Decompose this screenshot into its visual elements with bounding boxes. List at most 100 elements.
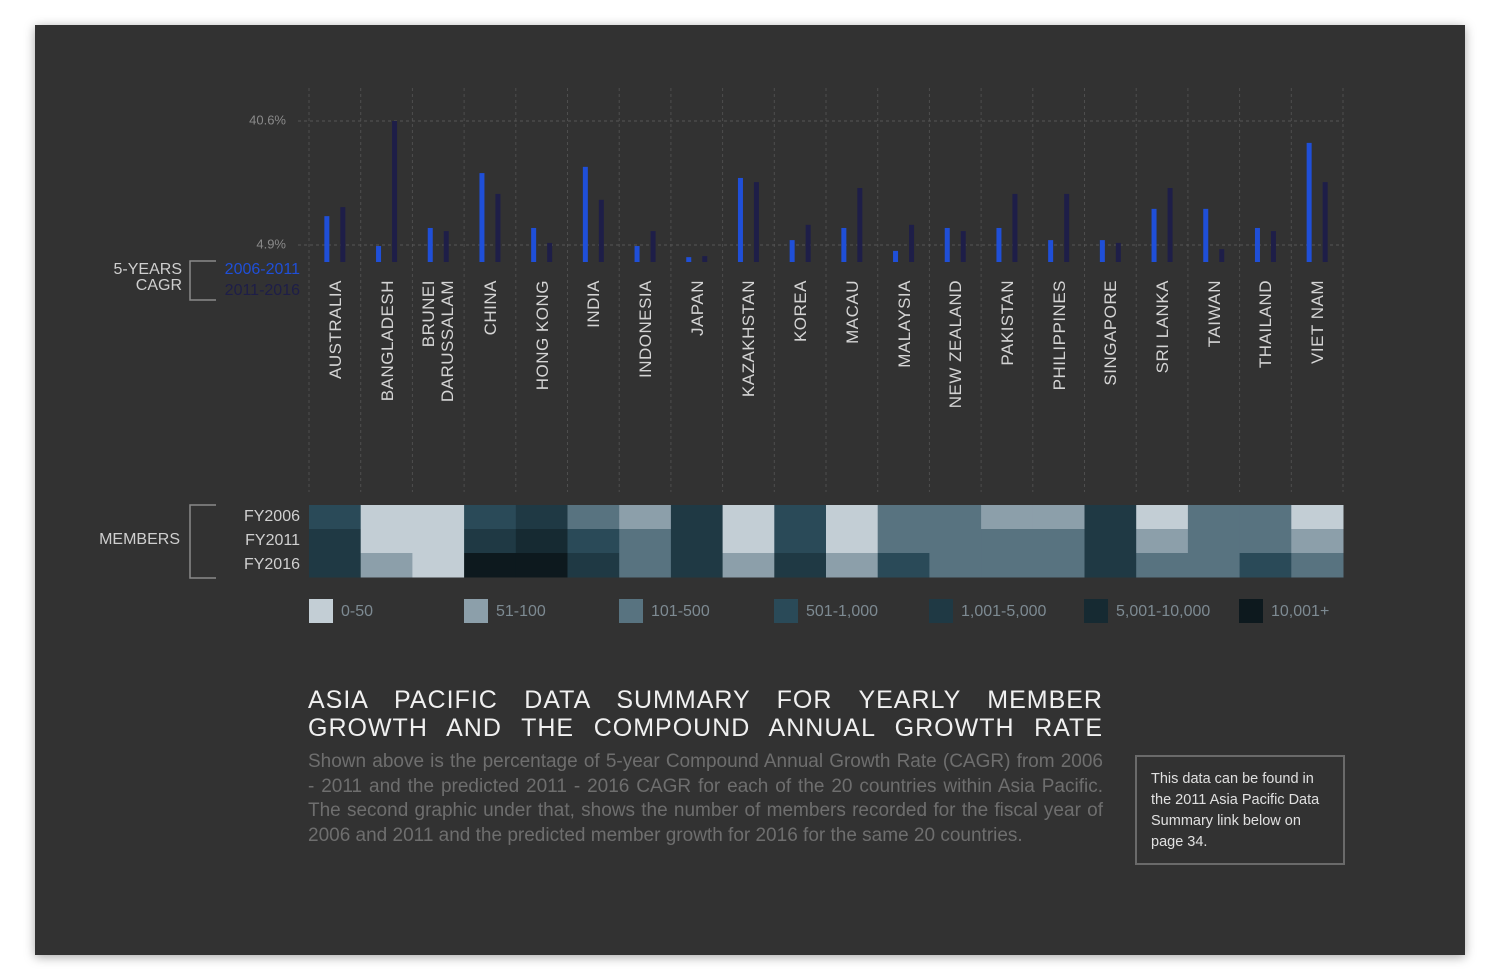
bar xyxy=(909,224,915,262)
heat-cell xyxy=(774,529,827,554)
bar xyxy=(841,227,847,262)
bar xyxy=(547,242,553,262)
heat-cell xyxy=(1032,553,1085,578)
legend-label: 5,001-10,000 xyxy=(1116,603,1210,620)
bar xyxy=(996,227,1002,262)
bar xyxy=(944,227,950,262)
legend-label: 0-50 xyxy=(341,603,373,620)
bar xyxy=(376,246,382,262)
heat-cell xyxy=(722,529,775,554)
heat-cell xyxy=(1291,505,1344,530)
panel xyxy=(35,25,1465,955)
heat-cell xyxy=(1084,553,1137,578)
heat-cell xyxy=(619,529,672,554)
legend-label: 1,001-5,000 xyxy=(961,603,1047,620)
bar xyxy=(686,257,692,262)
bar xyxy=(753,182,759,262)
heat-cell xyxy=(1136,505,1189,530)
heat-cell xyxy=(722,553,775,578)
category-label: THAILAND xyxy=(1255,280,1275,369)
bar xyxy=(805,224,811,262)
heat-cell xyxy=(360,505,413,530)
category-label: SRI LANKA xyxy=(1152,280,1172,374)
bar xyxy=(650,231,656,262)
category-label: JAPAN xyxy=(687,280,707,337)
heat-cell xyxy=(515,505,568,530)
bar xyxy=(479,173,485,262)
heat-cell xyxy=(774,505,827,530)
heat-cell xyxy=(929,553,982,578)
bar xyxy=(582,166,588,262)
heat-cell xyxy=(1032,505,1085,530)
heat-cell xyxy=(619,505,672,530)
y-tick-label: 4.9% xyxy=(256,236,286,251)
legend-bracket xyxy=(189,260,216,301)
heat-cell xyxy=(1239,553,1292,578)
category-label: MALAYSIA xyxy=(894,280,914,368)
bar xyxy=(598,199,604,262)
summary-title: ASIA PACIFIC DATA SUMMARY FOR YEARLY MEM… xyxy=(308,686,1103,742)
category-label: PAKISTAN xyxy=(997,280,1017,366)
heat-cell xyxy=(619,553,672,578)
heat-cell xyxy=(670,529,724,554)
category-label: AUSTRALIA xyxy=(325,280,345,379)
category-label: NEW ZEALAND xyxy=(945,280,965,409)
heat-cell xyxy=(929,529,982,554)
category-label: MACAU xyxy=(842,280,862,344)
heat-cell xyxy=(1032,529,1085,554)
heat-cell xyxy=(877,505,930,530)
members-bracket xyxy=(189,504,216,579)
bar xyxy=(1064,193,1070,262)
bar xyxy=(495,193,501,262)
legend-swatch xyxy=(309,599,333,623)
heat-cell xyxy=(826,529,879,554)
legend-label: 501-1,000 xyxy=(806,603,878,620)
bar xyxy=(857,188,863,262)
heat-cell xyxy=(1239,529,1292,554)
heat-cell xyxy=(826,553,879,578)
legend-swatch xyxy=(929,599,953,623)
legend-swatch xyxy=(1239,599,1263,623)
legend-label: 2006-2011 xyxy=(225,261,300,278)
bar xyxy=(427,227,433,262)
category-label: BRUNEI DARUSSALAM xyxy=(419,280,458,403)
heat-cell xyxy=(1136,553,1189,578)
heat-cell xyxy=(309,553,362,578)
category-label: CHINA xyxy=(480,280,500,336)
bar xyxy=(392,121,398,262)
heat-cell xyxy=(309,505,362,530)
legend-label: 51-100 xyxy=(496,603,546,620)
summary-description: Shown above is the percentage of 5-year … xyxy=(308,751,1103,846)
category-label: TAIWAN xyxy=(1204,280,1224,348)
bar xyxy=(531,227,537,262)
heat-cell xyxy=(515,553,568,578)
bar xyxy=(1219,249,1225,262)
row-label: FY2006 xyxy=(244,508,300,525)
category-label: INDIA xyxy=(583,280,603,328)
heat-cell xyxy=(981,553,1034,578)
legend-swatch xyxy=(1084,599,1108,623)
category-label: HONG KONG xyxy=(532,280,552,391)
row-label: FY2016 xyxy=(244,556,300,573)
heat-cell xyxy=(1291,529,1344,554)
legend-label: 2011-2016 xyxy=(225,282,300,299)
heat-cell xyxy=(360,529,413,554)
bar xyxy=(443,231,449,262)
bar xyxy=(1167,188,1173,262)
source-note: This data can be found in the 2011 Asia … xyxy=(1135,755,1345,865)
heat-cell xyxy=(1187,553,1241,578)
legend-label: 101-500 xyxy=(651,603,710,620)
heat-cell xyxy=(360,553,413,578)
bar xyxy=(1270,231,1276,262)
row-label: FY2011 xyxy=(245,532,300,549)
bar xyxy=(1012,193,1018,262)
bar xyxy=(1115,242,1121,262)
bar xyxy=(737,177,743,262)
bar xyxy=(324,216,330,262)
bar xyxy=(702,256,708,262)
heat-cell xyxy=(464,505,517,530)
legend-label: 10,001+ xyxy=(1271,603,1329,620)
bar xyxy=(1151,208,1157,262)
heat-cell xyxy=(774,553,827,578)
